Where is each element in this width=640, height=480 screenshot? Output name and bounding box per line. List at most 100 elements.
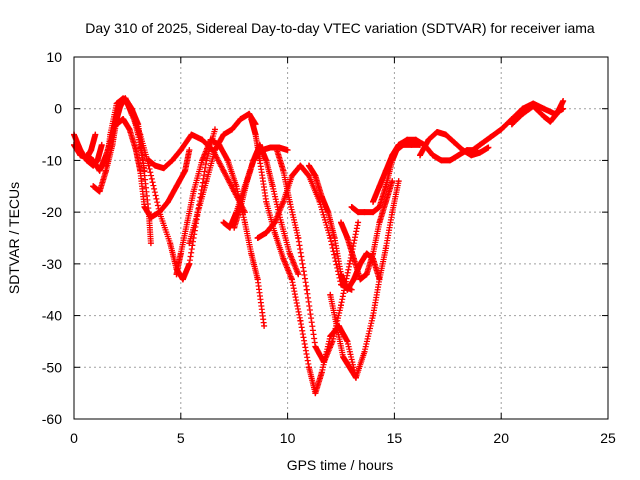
data-point	[376, 219, 383, 226]
data-point	[297, 162, 304, 169]
data-point	[220, 167, 227, 174]
data-point	[540, 105, 547, 112]
data-point	[96, 167, 103, 174]
data-point	[312, 390, 319, 397]
data-point	[98, 141, 105, 148]
data-point	[177, 250, 184, 257]
data-point	[295, 271, 302, 278]
data-point	[250, 157, 257, 164]
x-axis-label: GPS time / hours	[287, 457, 394, 473]
data-point	[220, 219, 227, 226]
data-point	[207, 136, 214, 143]
data-point	[312, 172, 319, 179]
data-point	[211, 147, 218, 154]
series-trace	[115, 95, 218, 283]
data-point	[186, 260, 193, 267]
data-point	[122, 95, 129, 102]
data-point	[107, 131, 114, 138]
data-point	[429, 152, 436, 159]
series-pass-21	[417, 128, 492, 159]
data-point	[188, 131, 195, 138]
x-tick-label: 0	[70, 430, 78, 446]
data-point	[167, 240, 174, 247]
data-point	[553, 110, 560, 117]
plot-frame	[73, 56, 609, 420]
data-point	[519, 110, 526, 117]
data-point	[451, 139, 458, 146]
data-point	[350, 276, 357, 283]
data-point	[137, 131, 144, 138]
data-point	[346, 364, 353, 371]
x-tick-label: 10	[280, 430, 296, 446]
data-point	[199, 136, 206, 143]
data-point	[120, 116, 127, 123]
data-point	[425, 136, 432, 143]
data-point	[357, 260, 364, 267]
data-point	[147, 214, 154, 221]
data-point	[459, 147, 466, 154]
data-point	[186, 147, 193, 154]
data-point	[103, 162, 110, 169]
data-point	[361, 209, 368, 216]
chart-title: Day 310 of 2025, Sidereal Day-to-day VTE…	[85, 20, 595, 36]
y-tick-label: -60	[42, 411, 62, 427]
data-point	[273, 147, 280, 154]
data-point	[303, 286, 310, 293]
data-point	[382, 183, 389, 190]
data-point	[395, 178, 402, 185]
data-point	[352, 374, 359, 381]
data-point	[344, 338, 351, 345]
data-point	[254, 276, 261, 283]
data-point	[438, 157, 445, 164]
y-tick-label: -10	[42, 152, 62, 168]
data-point	[338, 219, 344, 226]
data-point	[327, 291, 334, 298]
data-point	[382, 167, 389, 174]
data-point	[156, 209, 163, 216]
data-point	[164, 198, 171, 205]
data-point	[252, 131, 259, 138]
series-pass-15	[273, 147, 362, 366]
data-point	[267, 144, 274, 151]
data-point	[248, 116, 255, 123]
series-pass-14	[254, 162, 355, 293]
data-point	[92, 131, 99, 138]
data-point	[231, 224, 238, 231]
data-point	[288, 172, 295, 179]
data-point	[382, 198, 389, 205]
data-point	[263, 229, 270, 236]
data-point	[109, 141, 116, 148]
data-point	[184, 219, 191, 226]
data-point	[237, 203, 244, 210]
data-point	[530, 103, 537, 110]
data-point	[329, 338, 336, 345]
data-point	[297, 317, 304, 324]
data-point	[338, 271, 344, 278]
series-trace	[113, 116, 193, 221]
data-point	[280, 167, 287, 174]
data-point	[318, 369, 325, 376]
data-point	[280, 255, 287, 262]
data-point	[278, 219, 285, 226]
data-point	[286, 250, 293, 257]
data-point	[560, 97, 567, 104]
data-point	[169, 157, 176, 164]
data-point	[190, 188, 197, 195]
data-point	[237, 116, 244, 123]
data-point	[540, 113, 547, 120]
data-point	[346, 260, 353, 267]
data-point	[271, 219, 278, 226]
data-points	[71, 95, 567, 397]
data-point	[376, 276, 383, 283]
y-tick-label: -50	[42, 359, 62, 375]
data-point	[88, 147, 95, 154]
data-point	[395, 141, 402, 148]
y-tick-label: -30	[42, 256, 62, 272]
data-point	[434, 128, 441, 135]
data-point	[389, 178, 396, 185]
series-pass-17	[327, 178, 402, 381]
y-tick-labels: 10 0 -10 -20 -30 -40 -50 -60	[42, 49, 62, 427]
data-point	[186, 240, 193, 247]
data-point	[173, 271, 180, 278]
